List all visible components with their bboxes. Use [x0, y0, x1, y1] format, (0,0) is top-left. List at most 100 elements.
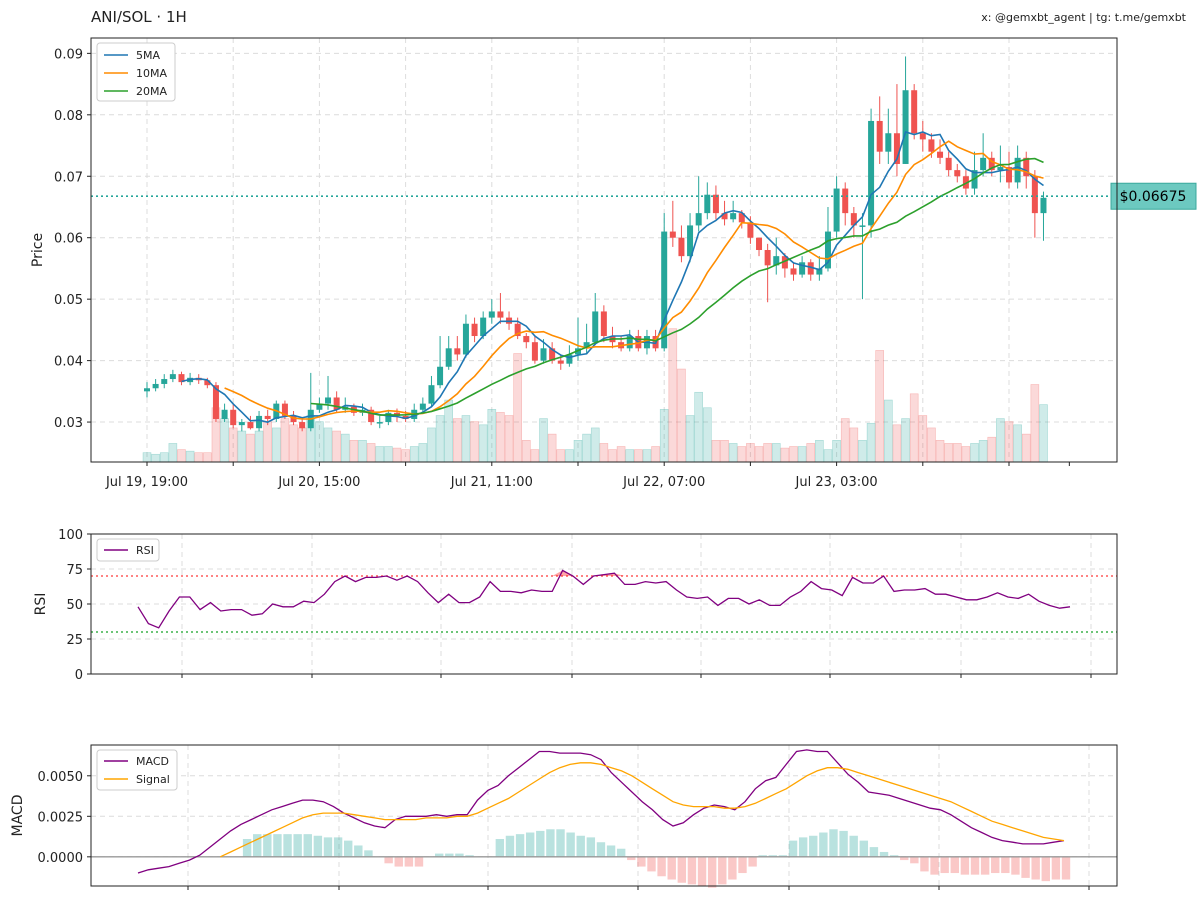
- macd-histogram-bar: [788, 840, 798, 857]
- macd-histogram-bar: [738, 856, 747, 874]
- price-legend: [96, 42, 176, 102]
- volume-bar: [478, 424, 488, 463]
- candle-body: [1031, 176, 1038, 214]
- ma20-line: [310, 157, 1044, 416]
- macd-histogram-bar: [1031, 856, 1040, 880]
- volume-bar: [832, 439, 841, 463]
- candle-body: [1006, 167, 1012, 183]
- macd-histogram-bar: [283, 834, 292, 857]
- candle-body: [178, 374, 185, 383]
- volume-bar: [280, 418, 290, 463]
- volume-bar: [289, 424, 298, 463]
- volume-bar: [418, 443, 428, 463]
- macd-histogram-bar: [505, 835, 515, 857]
- macd-histogram-bar: [556, 829, 565, 857]
- macd-histogram-bar: [627, 856, 636, 861]
- volume-bar: [375, 446, 385, 463]
- candle-body: [876, 120, 883, 152]
- legend-label: 20MA: [136, 85, 167, 98]
- macd-histogram-bar: [637, 856, 646, 867]
- macd-histogram-bar: [728, 856, 737, 880]
- candle-body: [885, 133, 892, 152]
- macd-histogram-bar: [515, 834, 525, 857]
- candle-body: [290, 415, 297, 423]
- volume-bar: [909, 393, 919, 463]
- volume-bar: [780, 447, 790, 463]
- rsi-line: [137, 569, 1071, 629]
- candle-body: [316, 403, 323, 410]
- macd-histogram-bar: [1021, 856, 1030, 878]
- volume-bar: [203, 452, 212, 463]
- volume-bar: [271, 427, 281, 463]
- macd-histogram-bar: [313, 835, 323, 857]
- price-ytick-label: 0.03: [54, 416, 83, 431]
- candle-body: [247, 422, 254, 429]
- volume-bar: [470, 421, 479, 463]
- macd-histogram-bar: [879, 851, 889, 857]
- candle-body: [437, 366, 444, 386]
- macd-histogram-bar: [667, 856, 676, 880]
- macd-histogram-bar: [546, 829, 555, 857]
- volume-bar: [711, 439, 721, 463]
- macd-histogram-bar: [354, 845, 363, 857]
- volume-bar: [952, 443, 962, 463]
- candle-body: [721, 213, 728, 220]
- volume-bar: [263, 421, 272, 463]
- volume-bar: [884, 399, 893, 463]
- volume-bar: [366, 443, 376, 463]
- macd-histogram-bar: [809, 835, 818, 857]
- rsi-panel: [87, 533, 1118, 678]
- macd-histogram-bar: [394, 856, 403, 867]
- volume-bar: [763, 443, 772, 463]
- candle-body: [488, 311, 495, 318]
- candle-body: [669, 231, 676, 238]
- volume-bar: [858, 439, 867, 463]
- volume-bar: [323, 427, 333, 463]
- macd-histogram-bar: [445, 853, 454, 857]
- macd-histogram-bar: [434, 853, 444, 857]
- macd-histogram-bar: [536, 830, 545, 857]
- volume-bar: [401, 449, 410, 463]
- volume-bar: [487, 408, 497, 463]
- candle-body: [221, 409, 228, 419]
- candle-body: [678, 237, 685, 257]
- macd-histogram-bar: [707, 856, 717, 888]
- macd-histogram-bar: [1061, 856, 1071, 880]
- rsi-ytick-label: 50: [66, 598, 83, 613]
- volume-bar: [409, 446, 419, 463]
- volume-bar: [892, 424, 902, 463]
- rsi-ytick-label: 100: [58, 528, 83, 543]
- macd-histogram-bar: [687, 856, 697, 885]
- macd-histogram-bar: [829, 829, 838, 857]
- candle-body: [385, 412, 392, 423]
- candle-body: [264, 415, 271, 419]
- volume-bar: [237, 430, 247, 463]
- volume-bar: [582, 433, 591, 463]
- volume-bar: [151, 453, 160, 463]
- macd-histogram-bar: [748, 856, 757, 867]
- macd-histogram-bar: [384, 856, 393, 864]
- macd-histogram-bar: [273, 834, 282, 857]
- rsi-ytick-label: 0: [75, 668, 83, 683]
- legend-label: RSI: [136, 544, 154, 557]
- volume-bar: [754, 446, 764, 463]
- macd-histogram-bar: [970, 856, 980, 875]
- macd-line: [137, 749, 1065, 874]
- price-ylabel: Price: [30, 233, 46, 267]
- candle-body: [937, 151, 944, 158]
- macd-histogram-bar: [242, 839, 252, 857]
- candle-body: [144, 388, 150, 392]
- candle-body: [376, 422, 383, 424]
- candle-body: [402, 415, 409, 419]
- macd-histogram-bar: [404, 856, 414, 867]
- volume-bar: [815, 439, 824, 463]
- macd-histogram-bar: [920, 856, 929, 872]
- volume-bar: [875, 350, 885, 463]
- volume-bar: [392, 447, 402, 463]
- candle-body: [204, 380, 211, 386]
- volume-bar: [616, 446, 626, 463]
- candle-body: [566, 354, 573, 364]
- candle-body: [790, 268, 797, 275]
- volume-bar: [599, 443, 609, 463]
- macd-histogram-bar: [1001, 856, 1010, 874]
